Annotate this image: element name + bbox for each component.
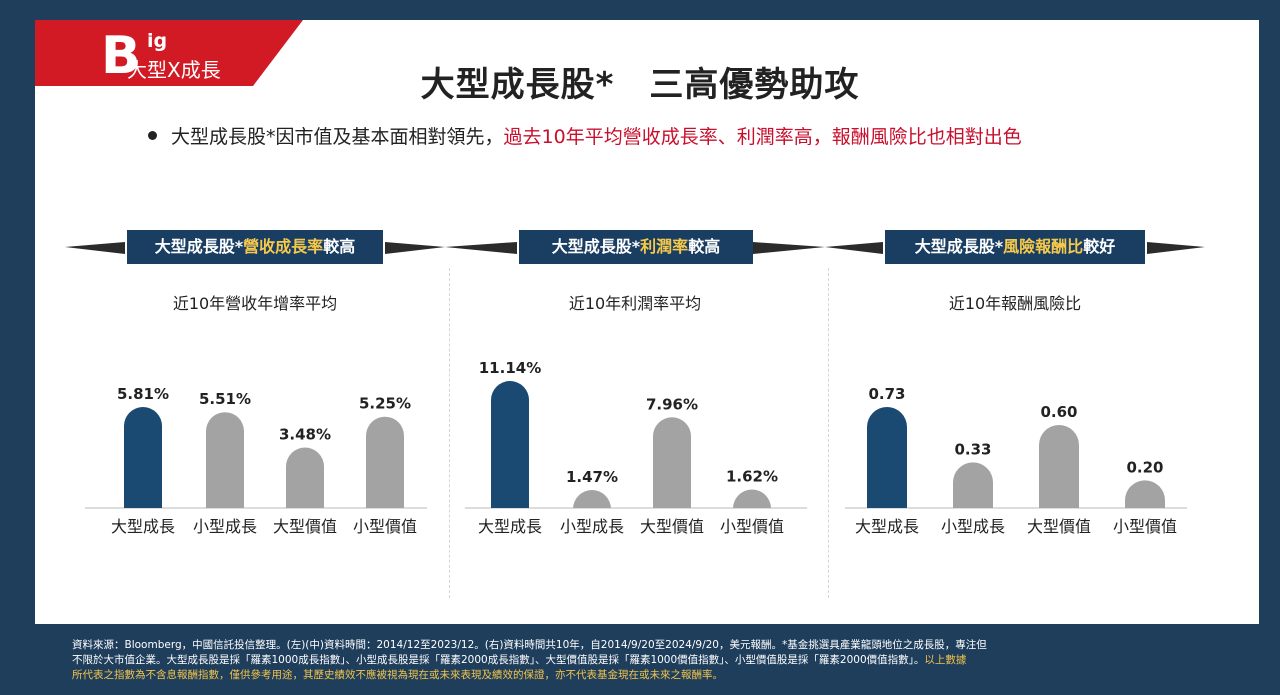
banner: 大型成長股*利潤率較高 (519, 230, 753, 264)
data-label: 1.47% (566, 468, 618, 486)
footer-line: 資料來源：Bloomberg，中國信託投信整理。(左)(中)資料時間：2014/… (72, 639, 987, 651)
panel-risk-return: 大型成長股*風險報酬比較好 近10年報酬風險比 0.73 大型成長 0.33 小型成長… (825, 228, 1205, 558)
panel-divider (828, 268, 829, 598)
bar-小型價值 (1125, 480, 1165, 508)
bar-大型成長 (867, 407, 907, 508)
summary-bullet: 大型成長股*因市值及基本面相對領先，過去10年平均營收成長率、利潤率高，報酬風險… (148, 122, 1022, 149)
chart-profit-margin: 11.14% 大型成長 1.47% 小型成長 7.96% 大型價值 1.62% 小型價值 (465, 359, 807, 536)
footer-line: 所代表之指數為不含息報酬指數，僅供參考用途，其歷史績效不應被視為現在或未來表現及… (72, 669, 723, 681)
bar-大型價值 (286, 447, 324, 508)
page-title: 大型成長股* 三高優勢助攻 (420, 65, 860, 105)
banner-ribbon: 大型成長股*風險報酬比較好 (825, 228, 1205, 268)
category-label: 大型價值 (273, 517, 337, 536)
chart-subtitle: 近10年營收年增率平均 (172, 294, 338, 313)
data-label: 0.20 (1126, 458, 1163, 476)
bar-大型價值 (653, 417, 691, 508)
data-label: 5.81% (117, 385, 169, 403)
data-label: 0.60 (1040, 403, 1077, 421)
data-label: 0.73 (868, 385, 905, 403)
bar-小型價值 (733, 489, 771, 509)
category-label: 大型價值 (1027, 517, 1091, 536)
bar-小型價值 (366, 416, 404, 508)
content-card (35, 20, 1259, 624)
chart-revenue-growth: 5.81% 大型成長 5.51% 小型成長 3.48% 大型價值 5.25% 小型價值 (85, 385, 427, 536)
category-label: 小型價值 (353, 517, 417, 536)
data-label: 11.14% (479, 359, 541, 377)
category-label: 小型成長 (941, 517, 1005, 536)
bar-小型成長 (573, 490, 611, 509)
category-label: 小型成長 (560, 517, 624, 536)
chart-subtitle: 近10年利潤率平均 (568, 294, 702, 313)
bar-大型價值 (1039, 424, 1079, 508)
banner-ribbon: 大型成長股*利潤率較高 (445, 228, 825, 268)
category-label: 大型成長 (111, 517, 175, 536)
category-label: 小型價值 (720, 517, 784, 536)
footer-disclaimer: 資料來源：Bloomberg，中國信託投信整理。(左)(中)資料時間：2014/… (72, 638, 1222, 683)
data-label: 7.96% (646, 395, 698, 413)
bullet-dot (148, 131, 157, 140)
chart-risk-return: 0.73 大型成長 0.33 小型成長 0.60 大型價值 0.20 小型價值 (845, 385, 1187, 536)
panel-profit-margin: 大型成長股*利潤率較高 近10年利潤率平均 11.14% 大型成長 1.47% 小型成… (445, 228, 825, 558)
category-label: 小型成長 (193, 517, 257, 536)
panel-divider (449, 268, 450, 598)
banner-ribbon: 大型成長股*營收成長率較高 (65, 228, 445, 268)
brand-logo: B ig 大型X成長 (35, 20, 303, 86)
data-label: 5.51% (199, 390, 251, 408)
data-label: 1.62% (726, 468, 778, 486)
bar-大型成長 (491, 381, 529, 508)
bar-大型成長 (124, 407, 162, 508)
bar-小型成長 (953, 462, 993, 508)
category-label: 大型成長 (855, 517, 919, 536)
bullet-text: 大型成長股*因市值及基本面相對領先， (171, 126, 504, 148)
logo-subtitle: 大型X成長 (127, 58, 221, 82)
banner: 大型成長股*營收成長率較高 (127, 230, 383, 264)
logo-letter: B (101, 26, 141, 86)
category-label: 大型成長 (478, 517, 542, 536)
footer-line: 不限於大市值企業。大型成長股是採「羅素1000成長指數」、小型成長股是採「羅素2… (72, 654, 967, 666)
data-label: 5.25% (359, 395, 411, 413)
bullet-highlight-text: 過去10年平均營收成長率、利潤率高，報酬風險比也相對出色 (503, 126, 1022, 148)
data-label: 0.33 (954, 440, 991, 458)
category-label: 大型價值 (640, 517, 704, 536)
panel-revenue-growth: 大型成長股*營收成長率較高 近10年營收年增率平均 5.81% 大型成長 5.51%… (65, 228, 445, 558)
bar-小型成長 (206, 412, 244, 508)
category-label: 小型價值 (1113, 517, 1177, 536)
logo-ig: ig (147, 30, 168, 52)
chart-subtitle: 近10年報酬風險比 (948, 294, 1082, 313)
banner: 大型成長股*風險報酬比較好 (885, 230, 1145, 264)
data-label: 3.48% (279, 426, 331, 444)
